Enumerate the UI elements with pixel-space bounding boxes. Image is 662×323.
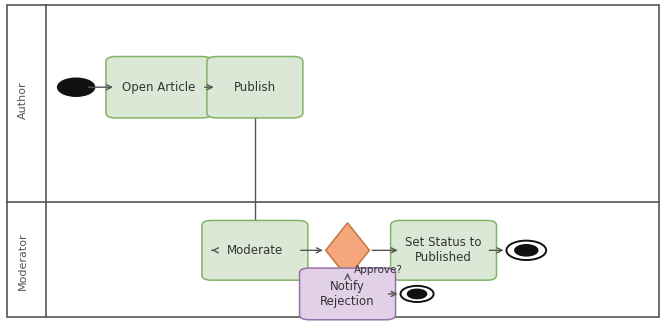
Text: Moderator: Moderator	[18, 233, 28, 290]
FancyBboxPatch shape	[106, 57, 212, 118]
Circle shape	[515, 245, 538, 256]
Text: Publish: Publish	[234, 81, 276, 94]
FancyBboxPatch shape	[391, 220, 496, 280]
Circle shape	[58, 78, 95, 96]
Polygon shape	[326, 223, 369, 278]
Circle shape	[401, 286, 434, 302]
FancyBboxPatch shape	[299, 268, 396, 320]
Text: Moderate: Moderate	[227, 244, 283, 257]
FancyBboxPatch shape	[207, 57, 303, 118]
Circle shape	[506, 241, 546, 260]
Text: Notify
Rejection: Notify Rejection	[320, 280, 375, 308]
FancyBboxPatch shape	[202, 220, 308, 280]
Text: Approve?: Approve?	[354, 265, 403, 275]
Text: Author: Author	[18, 81, 28, 119]
Text: Set Status to
Published: Set Status to Published	[405, 236, 482, 264]
Text: Open Article: Open Article	[122, 81, 195, 94]
Circle shape	[408, 289, 426, 298]
